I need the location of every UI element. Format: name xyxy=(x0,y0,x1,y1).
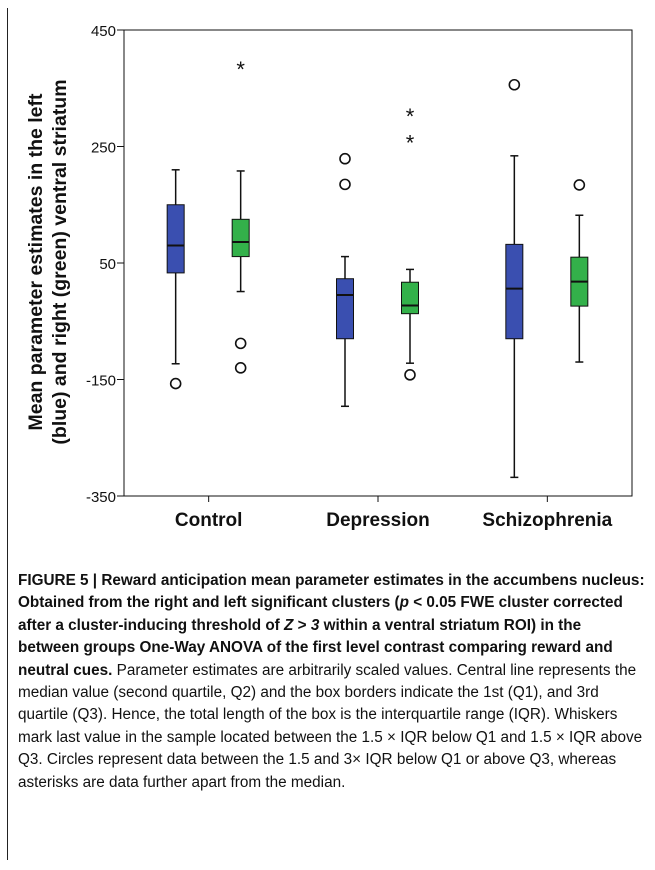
y-axis-ticks: 450 250 50 -150 -350 xyxy=(86,23,124,506)
caption-z: Z xyxy=(284,616,294,634)
box-iqr xyxy=(231,218,250,258)
figure-caption: FIGURE 5 | Reward anticipation mean para… xyxy=(18,570,646,794)
y-axis-label: Mean parameter estimates in the left (bl… xyxy=(25,79,71,444)
left-box-schizophrenia xyxy=(505,78,524,479)
figure-frame-line xyxy=(7,8,8,860)
extreme-asterisk: * xyxy=(406,130,415,155)
y-tick-label: 50 xyxy=(99,256,116,273)
caption-title-part3: > xyxy=(293,616,311,634)
x-tick-label: Depression xyxy=(326,510,429,531)
outlier-circle xyxy=(234,337,247,350)
y-axis-label-line2: (blue) and right (green) ventral striatu… xyxy=(49,79,71,444)
caption-body: Parameter estimates are arbitrarily scal… xyxy=(18,661,643,791)
outlier-circle xyxy=(234,362,247,374)
x-tick-label: Control xyxy=(175,510,243,531)
y-tick-label: 250 xyxy=(91,140,116,157)
right-box-control: * xyxy=(231,57,250,374)
box-iqr xyxy=(336,278,354,340)
outlier-circle xyxy=(169,377,182,390)
caption-p: p xyxy=(399,594,409,612)
caption-title-part4: within a ventral striatum ROI) in the be… xyxy=(18,616,613,679)
boxplot-chart: Mean parameter estimates in the left (bl… xyxy=(25,23,633,531)
left-box-depression xyxy=(336,152,354,408)
box-iqr xyxy=(166,204,185,274)
y-tick-label: -150 xyxy=(86,373,116,390)
extreme-asterisk: * xyxy=(236,57,245,82)
caption-three: 3 xyxy=(310,616,320,634)
box-marks: *** xyxy=(166,57,589,479)
plot-frame xyxy=(123,29,633,497)
outlier-circle xyxy=(508,78,521,91)
extreme-asterisk: * xyxy=(406,104,415,129)
outlier-circle xyxy=(404,369,416,381)
y-tick-label: 450 xyxy=(91,23,116,40)
caption-title: FIGURE 5 | Reward anticipation mean para… xyxy=(18,572,645,612)
outlier-circle xyxy=(339,178,351,191)
y-axis-label-line1: Mean parameter estimates in the left xyxy=(25,93,47,431)
caption-title-part2: < 0.05 FWE cluster corrected after a clu… xyxy=(18,594,623,634)
right-box-depression: ** xyxy=(401,104,419,381)
box-iqr xyxy=(505,243,524,340)
right-box-schizophrenia xyxy=(570,179,589,363)
box-iqr xyxy=(401,281,419,315)
y-tick-label: -350 xyxy=(86,489,116,506)
x-axis-ticks: Control Depression Schizophrenia xyxy=(175,496,613,531)
outlier-circle xyxy=(573,179,586,191)
x-tick-label: Schizophrenia xyxy=(482,510,612,531)
left-box-control xyxy=(166,169,185,390)
outlier-circle xyxy=(339,152,351,165)
